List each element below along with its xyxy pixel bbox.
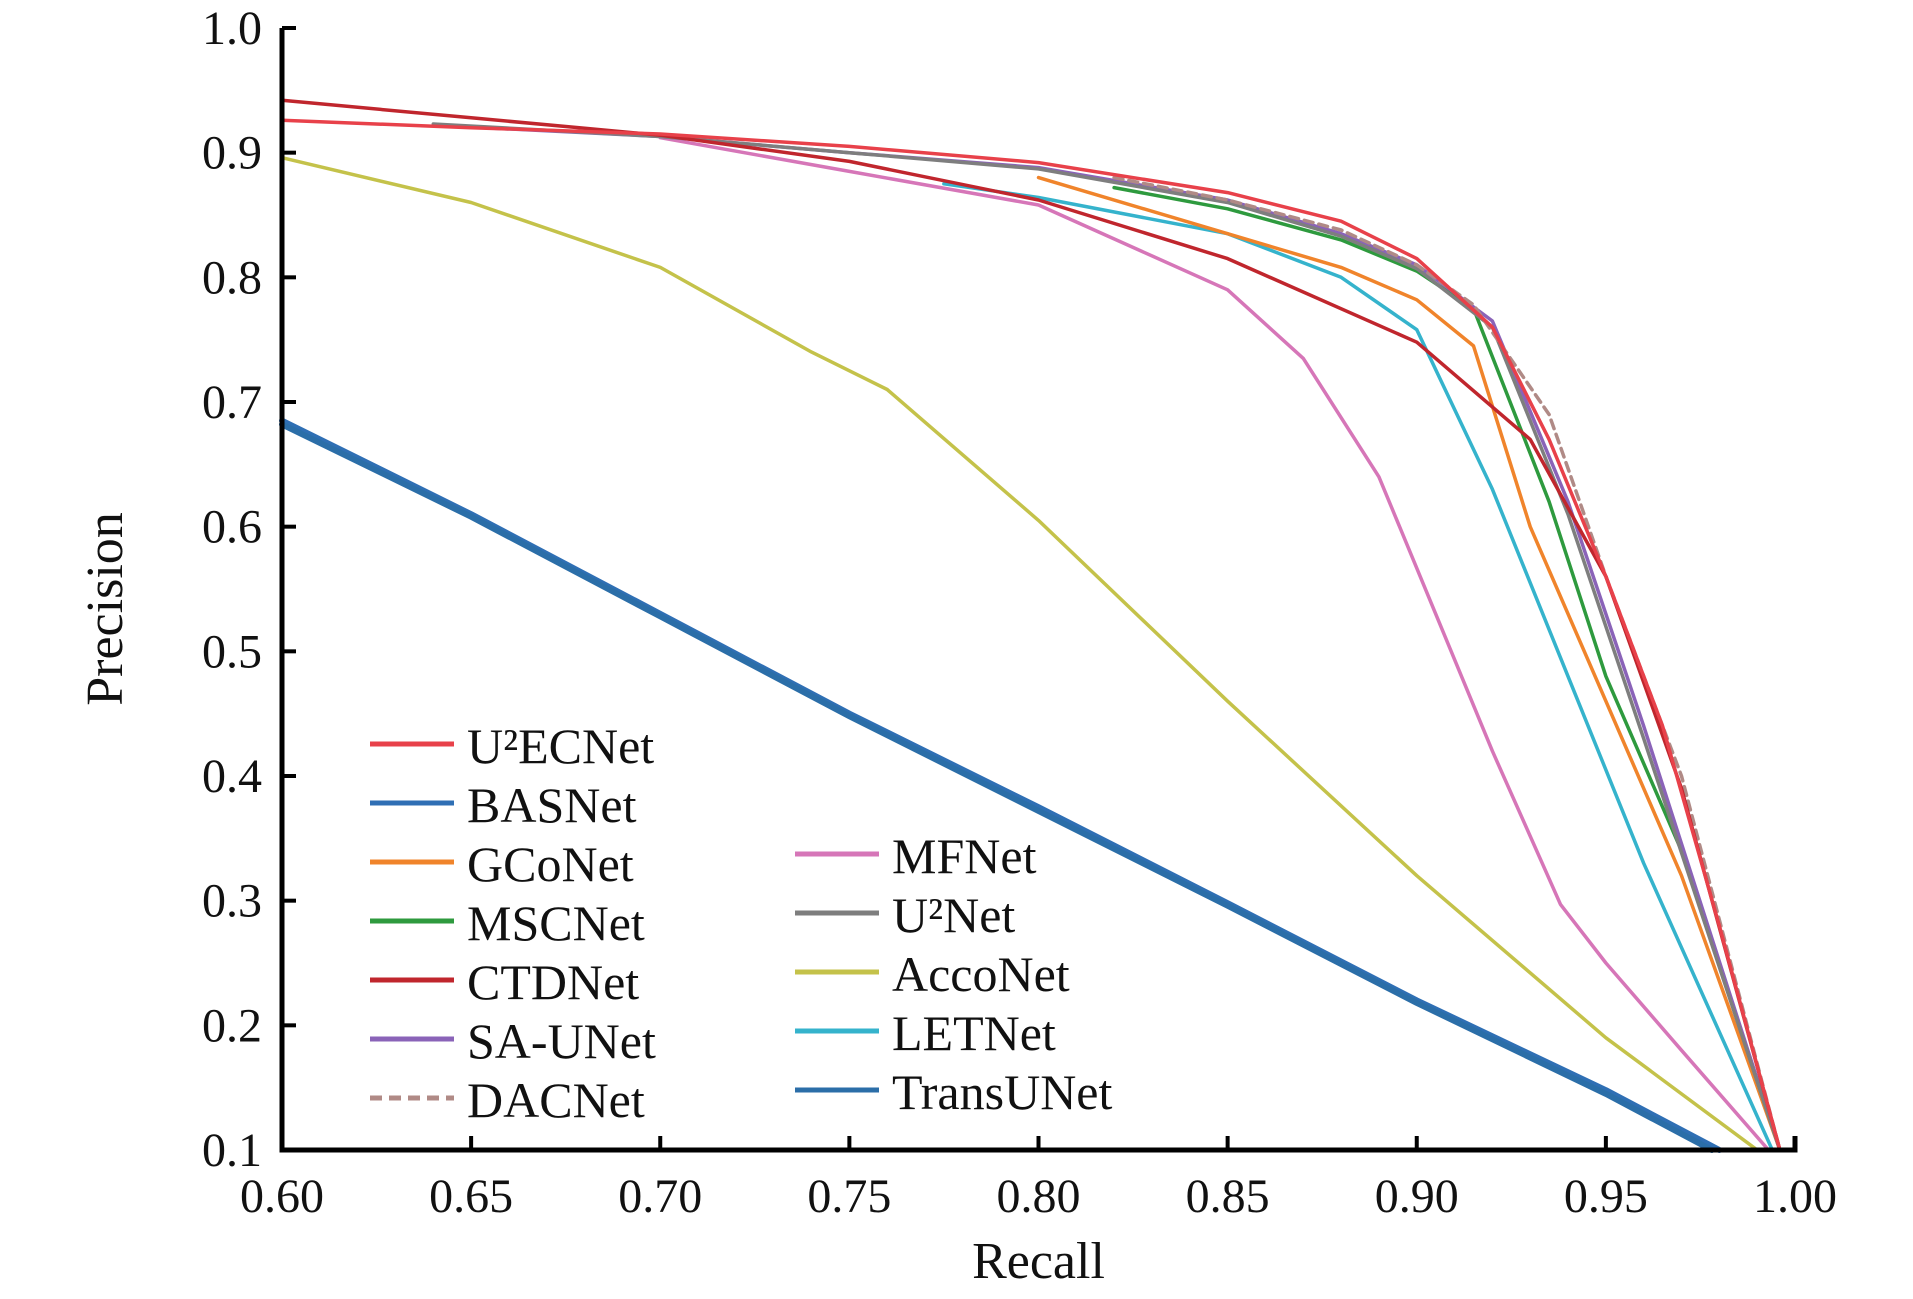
y-tick-label: 0.9 (202, 127, 262, 180)
legend-label-mscnet: MSCNet (467, 895, 645, 951)
x-tick-label: 0.85 (1186, 1170, 1270, 1223)
x-tick-label: 0.90 (1375, 1170, 1459, 1223)
legend-label-ctdnet: CTDNet (467, 954, 639, 1010)
legend-label-sa-unet: SA-UNet (467, 1013, 656, 1069)
y-tick-label: 0.7 (202, 376, 262, 429)
x-tick-label: 0.95 (1564, 1170, 1648, 1223)
x-tick-label: 0.65 (429, 1170, 513, 1223)
x-tick-label: 0.60 (240, 1170, 324, 1223)
legend-label-u2ecnet: U²ECNet (467, 718, 654, 774)
x-axis-label: Recall (972, 1233, 1105, 1290)
ticks: 0.60 0.65 0.70 0.75 0.80 0.85 0.90 0.95 1.00 0.1 0… (202, 2, 1837, 1223)
series-layer (279, 98, 1782, 1153)
y-tick-label: 0.3 (202, 875, 262, 928)
legend-label-gconet: GCoNet (467, 836, 634, 892)
legend-label-basnet: BASNet (467, 777, 637, 833)
x-tick-label: 0.70 (618, 1170, 702, 1223)
series-line-mscnet (1112, 185, 1782, 1152)
series-line-u2net (431, 122, 1782, 1152)
series-line-acconet (280, 155, 1759, 1152)
series-line-mfnet (658, 135, 1771, 1152)
legend-label-u2net: U²Net (892, 887, 1015, 943)
y-tick-label: 0.2 (202, 999, 262, 1052)
y-tick-label: 0.6 (202, 501, 262, 554)
series-line-u2ecnet (280, 118, 1782, 1152)
legend-label-acconet: AccoNet (892, 946, 1070, 1002)
x-tick-label: 1.00 (1753, 1170, 1837, 1223)
y-tick-label: 0.8 (202, 251, 262, 304)
legend-label-transunet: TransUNet (892, 1064, 1112, 1120)
y-axis-label: Precision (77, 512, 134, 706)
legend-label-mfnet: MFNet (892, 828, 1037, 884)
y-tick-label: 0.5 (202, 625, 262, 678)
y-tick-label: 0.4 (202, 750, 262, 803)
y-tick-label: 0.1 (202, 1124, 262, 1177)
series-line-transunet (279, 421, 1715, 1153)
x-tick-label: 0.75 (807, 1170, 891, 1223)
legend-label-dacnet: DACNet (467, 1072, 645, 1128)
x-tick-label: 0.80 (997, 1170, 1081, 1223)
legend-label-letnet: LETNet (892, 1005, 1056, 1061)
series-line-gconet (1036, 175, 1782, 1152)
series-line-letnet (942, 182, 1775, 1152)
y-tick-label: 1.0 (202, 2, 262, 55)
legend: U²ECNetBASNetGCoNetMSCNetCTDNetSA-UNetDA… (370, 718, 1112, 1128)
